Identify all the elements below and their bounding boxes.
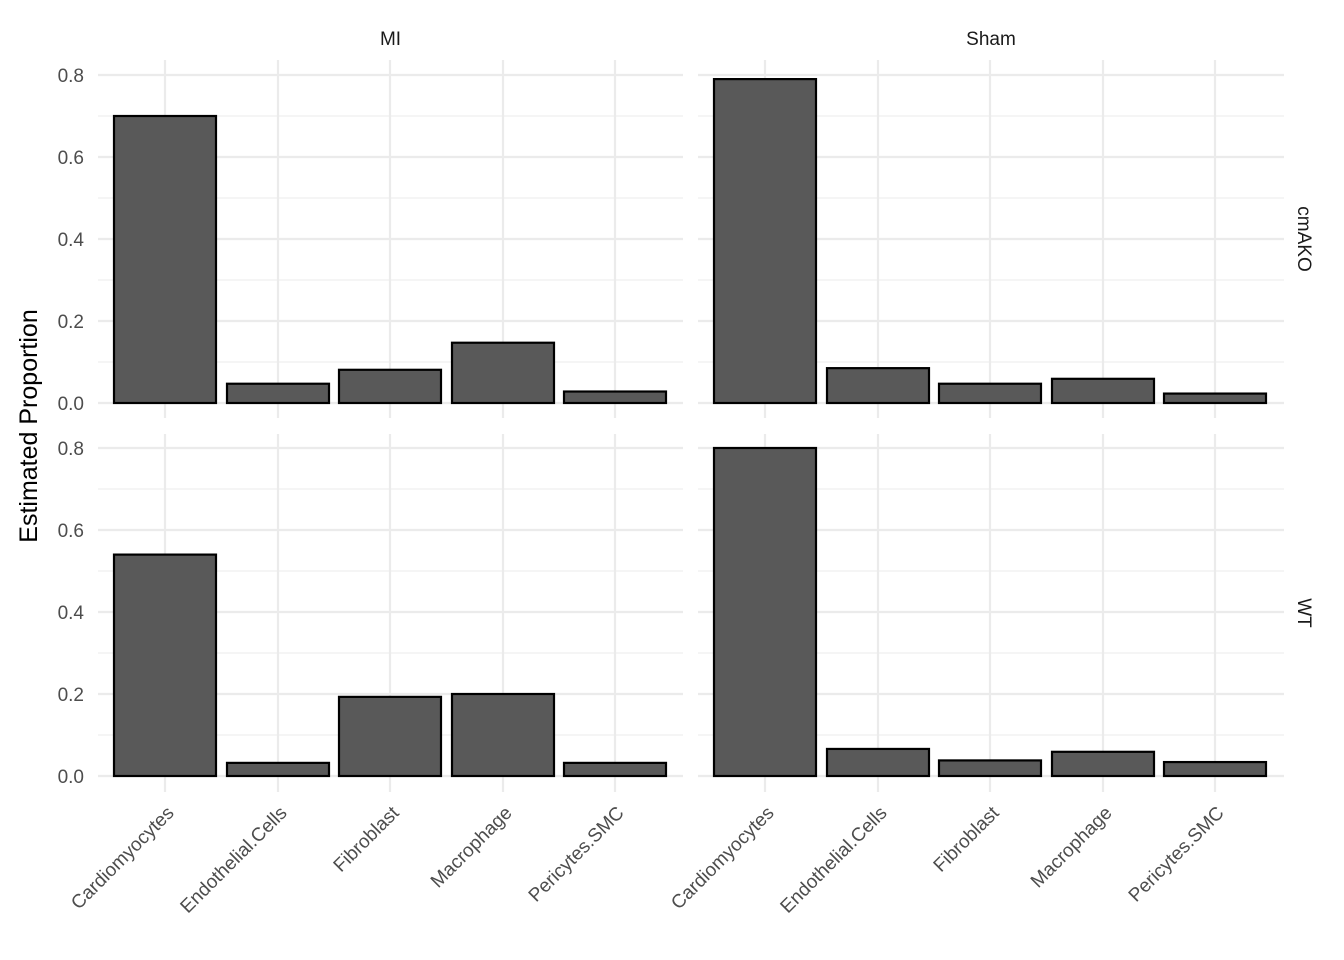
y-tick-label: 0.6 xyxy=(58,148,84,169)
bar-Cardiomyocytes xyxy=(112,553,218,778)
y-tick-label: 0.0 xyxy=(58,767,84,788)
panel-WT-MI xyxy=(98,434,683,792)
x-tick-label: Fibroblast xyxy=(930,802,1004,876)
bar-Fibroblast xyxy=(337,695,443,778)
bar-Macrophage xyxy=(450,341,556,405)
x-tick-label: Endothelial.Cells xyxy=(177,803,292,918)
facet-column-label: Sham xyxy=(966,29,1016,50)
panel-WT-Sham xyxy=(698,434,1284,792)
y-tick-label: 0.0 xyxy=(58,394,84,415)
bar-Pericytes.SMC xyxy=(562,761,668,778)
y-tick-label: 0.8 xyxy=(58,439,84,460)
bar-Fibroblast xyxy=(937,382,1043,405)
panel-cmAKO-Sham xyxy=(698,60,1284,418)
y-tick-label: 0.6 xyxy=(58,521,84,542)
y-tick-label: 0.4 xyxy=(58,230,85,251)
x-tick-label: Fibroblast xyxy=(330,802,404,876)
x-tick-label: Pericytes.SMC xyxy=(1125,803,1229,907)
bar-Macrophage xyxy=(1050,750,1156,778)
bar-Pericytes.SMC xyxy=(1162,392,1268,405)
panel-cmAKO-MI xyxy=(98,60,683,418)
x-tick-label: Pericytes.SMC xyxy=(525,803,629,907)
x-tick-label: Cardiomyocytes xyxy=(667,803,778,914)
bar-Endothelial.Cells xyxy=(825,367,931,405)
x-tick-label: Macrophage xyxy=(427,803,517,893)
bar-Cardiomyocytes xyxy=(712,446,818,778)
y-tick-label: 0.4 xyxy=(58,603,85,624)
facet-row-label: cmAKO xyxy=(1293,206,1314,271)
bar-Endothelial.Cells xyxy=(225,382,331,405)
facet-row-label: WT xyxy=(1293,598,1314,628)
x-tick-label: Cardiomyocytes xyxy=(67,803,178,914)
bar-Cardiomyocytes xyxy=(112,114,218,405)
x-tick-label: Endothelial.Cells xyxy=(777,803,892,918)
y-axis-title: Estimated Proportion xyxy=(15,309,43,542)
bar-Fibroblast xyxy=(937,759,1043,778)
bar-Endothelial.Cells xyxy=(225,761,331,778)
bar-Endothelial.Cells xyxy=(825,747,931,778)
bar-Fibroblast xyxy=(337,368,443,405)
bar-Cardiomyocytes xyxy=(712,77,818,405)
y-tick-label: 0.2 xyxy=(58,312,84,333)
facet-column-label: MI xyxy=(380,29,401,50)
x-tick-label: Macrophage xyxy=(1027,803,1117,893)
y-tick-label: 0.2 xyxy=(58,685,84,706)
y-tick-label: 0.8 xyxy=(58,66,84,87)
bar-Pericytes.SMC xyxy=(1162,760,1268,778)
bar-Macrophage xyxy=(450,692,556,778)
bar-Pericytes.SMC xyxy=(562,390,668,405)
bar-Macrophage xyxy=(1050,377,1156,405)
